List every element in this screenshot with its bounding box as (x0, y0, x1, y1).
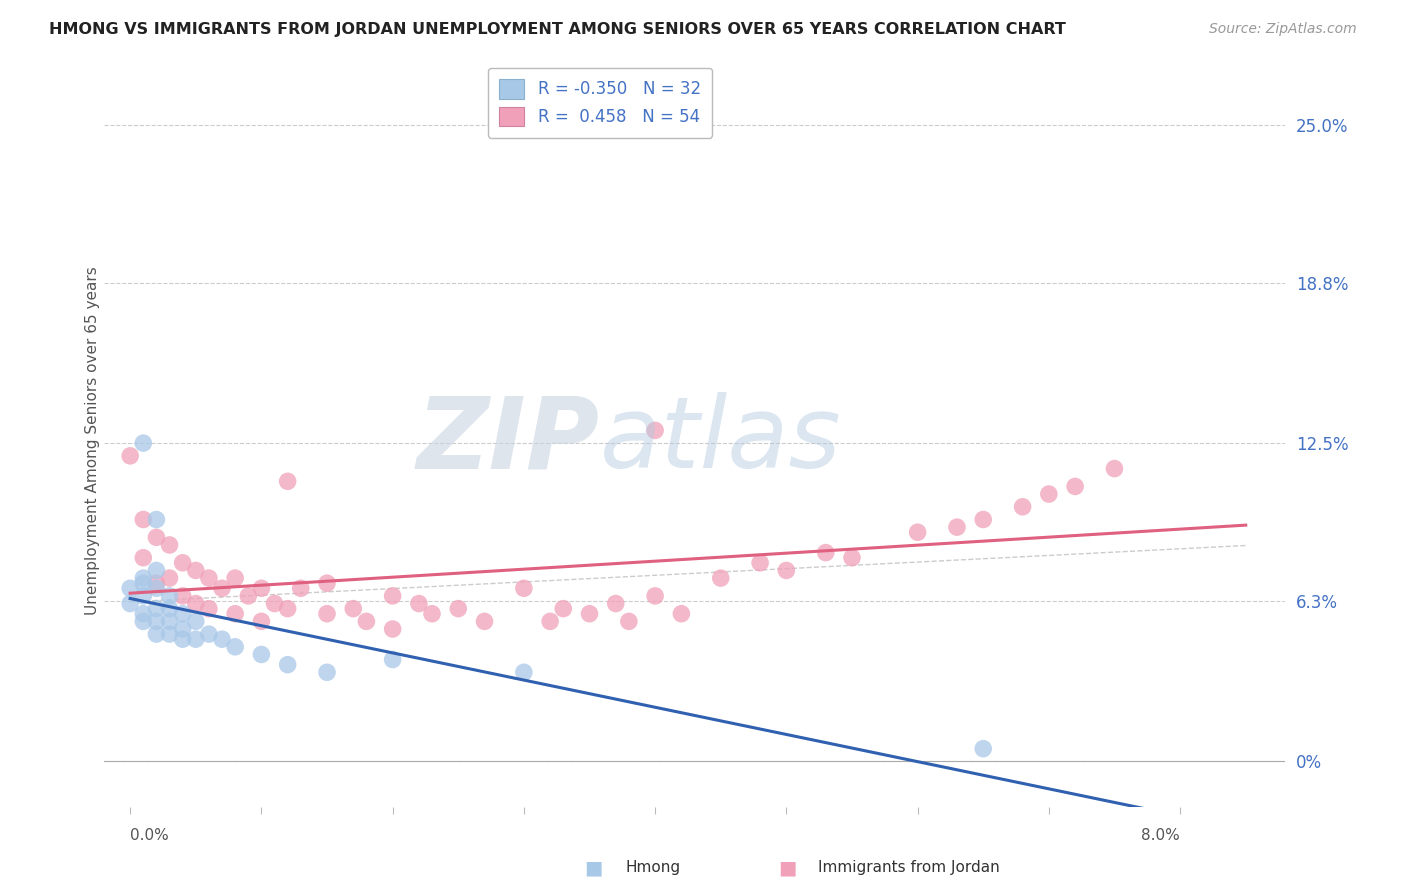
Point (671, 607, 693, 621)
Point (145, 530, 167, 544)
Point (1011, 500, 1033, 514)
Point (145, 564, 167, 578)
Point (972, 512, 994, 526)
Point (775, 564, 797, 578)
Point (513, 665, 536, 680)
Point (120, 449, 142, 463)
Point (145, 627, 167, 641)
Point (972, 741, 994, 756)
Point (381, 622, 404, 636)
Point (907, 525, 929, 540)
Text: ■: ■ (583, 858, 603, 878)
Text: Hmong: Hmong (626, 861, 681, 875)
Point (172, 607, 194, 621)
Point (290, 581, 312, 595)
Point (184, 632, 207, 647)
Point (159, 627, 181, 641)
Point (644, 589, 666, 603)
Point (145, 615, 167, 629)
Point (356, 615, 378, 629)
Point (1064, 479, 1087, 493)
Point (184, 615, 207, 629)
Point (749, 556, 772, 570)
Point (617, 615, 640, 629)
Point (145, 576, 167, 591)
Point (263, 597, 285, 611)
Text: atlas: atlas (600, 392, 842, 489)
Text: HMONG VS IMMIGRANTS FROM JORDAN UNEMPLOYMENT AMONG SENIORS OVER 65 YEARS CORRELA: HMONG VS IMMIGRANTS FROM JORDAN UNEMPLOY… (49, 22, 1066, 37)
Point (420, 607, 443, 621)
Point (132, 436, 155, 450)
Point (159, 538, 181, 552)
Point (159, 601, 181, 615)
Point (277, 475, 299, 489)
Point (120, 597, 142, 611)
Point (211, 632, 233, 647)
Point (946, 520, 969, 534)
Point (132, 512, 155, 526)
Point (513, 581, 536, 595)
Point (474, 615, 496, 629)
Point (644, 424, 666, 438)
Text: Immigrants from Jordan: Immigrants from Jordan (818, 861, 1000, 875)
Point (159, 615, 181, 629)
Point (342, 601, 364, 615)
Point (841, 550, 863, 565)
Point (316, 576, 339, 591)
Point (381, 589, 404, 603)
Point (198, 601, 221, 615)
Point (132, 550, 155, 565)
Point (132, 576, 155, 591)
Point (224, 607, 246, 621)
Point (120, 581, 142, 595)
Point (198, 571, 221, 585)
Point (277, 657, 299, 672)
Point (145, 581, 167, 595)
Point (159, 589, 181, 603)
Text: 8.0%: 8.0% (1142, 828, 1180, 843)
Point (250, 581, 273, 595)
Point (145, 601, 167, 615)
Point (132, 571, 155, 585)
Point (145, 512, 167, 526)
Point (710, 571, 733, 585)
Point (132, 607, 155, 621)
Text: ■: ■ (778, 858, 797, 878)
Point (814, 546, 837, 560)
Point (184, 564, 207, 578)
Point (172, 556, 194, 570)
Point (250, 615, 273, 629)
Text: ZIP: ZIP (418, 392, 600, 489)
Point (277, 601, 299, 615)
Point (605, 597, 627, 611)
Point (172, 632, 194, 647)
Legend: R = -0.350   N = 32, R =  0.458   N = 54: R = -0.350 N = 32, R = 0.458 N = 54 (488, 68, 713, 137)
Point (316, 607, 339, 621)
Point (159, 571, 181, 585)
Y-axis label: Unemployment Among Seniors over 65 years: Unemployment Among Seniors over 65 years (86, 266, 100, 615)
Point (184, 597, 207, 611)
Point (238, 589, 260, 603)
Point (250, 648, 273, 662)
Point (447, 601, 470, 615)
Text: Source: ZipAtlas.com: Source: ZipAtlas.com (1209, 22, 1357, 37)
Point (224, 640, 246, 654)
Point (553, 601, 575, 615)
Point (172, 589, 194, 603)
Point (408, 597, 430, 611)
Point (224, 571, 246, 585)
Point (1038, 487, 1060, 501)
Point (381, 652, 404, 666)
Point (198, 627, 221, 641)
Point (316, 665, 339, 680)
Point (211, 581, 233, 595)
Point (132, 615, 155, 629)
Point (578, 607, 600, 621)
Point (538, 615, 561, 629)
Text: 0.0%: 0.0% (131, 828, 169, 843)
Point (132, 589, 155, 603)
Point (172, 622, 194, 636)
Point (1104, 461, 1126, 475)
